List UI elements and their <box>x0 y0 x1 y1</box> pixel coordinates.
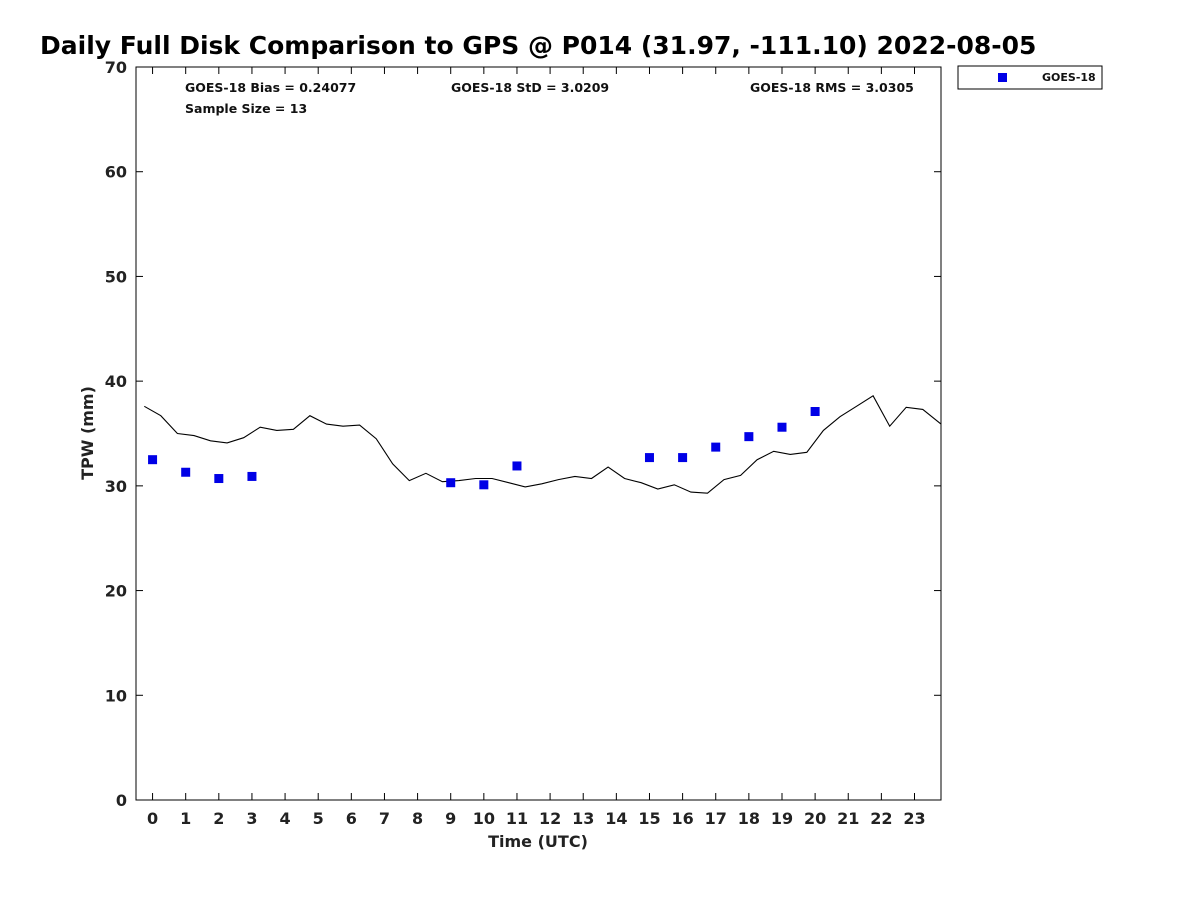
chart-title: Daily Full Disk Comparison to GPS @ P014… <box>40 31 1036 60</box>
goes18-point <box>214 474 224 484</box>
x-tick-label: 14 <box>605 809 627 828</box>
y-tick-label: 20 <box>105 582 127 601</box>
x-tick-label: 11 <box>506 809 528 828</box>
x-tick-label: 19 <box>771 809 793 828</box>
x-tick-label: 2 <box>213 809 224 828</box>
goes18-point <box>744 432 754 442</box>
y-tick-label: 70 <box>105 58 127 77</box>
x-tick-label: 4 <box>280 809 291 828</box>
x-tick-label: 17 <box>705 809 727 828</box>
stat-std: GOES-18 StD = 3.0209 <box>451 80 609 95</box>
x-tick-label: 0 <box>147 809 158 828</box>
x-tick-label: 22 <box>870 809 892 828</box>
goes18-point <box>810 407 820 417</box>
x-tick-label: 18 <box>738 809 760 828</box>
x-tick-label: 9 <box>445 809 456 828</box>
x-tick-label: 5 <box>313 809 324 828</box>
x-axis: 0 1 2 3 4 5 6 7 8 9 10 11 12 13 14 15 16 17 18 19 20 21 22 23 <box>147 67 926 828</box>
gps-series <box>144 395 942 494</box>
goes18-point <box>247 471 257 481</box>
x-tick-label: 3 <box>246 809 257 828</box>
y-tick-label: 10 <box>105 686 127 705</box>
x-tick-label: 10 <box>473 809 495 828</box>
goes18-point <box>644 453 654 463</box>
goes18-series <box>148 407 820 490</box>
y-tick-label: 60 <box>105 163 127 182</box>
goes18-point <box>512 461 522 471</box>
x-tick-label: 20 <box>804 809 826 828</box>
x-tick-label: 12 <box>539 809 561 828</box>
goes18-point <box>446 478 456 488</box>
x-tick-label: 23 <box>903 809 925 828</box>
x-tick-label: 7 <box>379 809 390 828</box>
goes18-point <box>711 442 721 452</box>
plot-frame <box>135 66 942 801</box>
stat-bias: GOES-18 Bias = 0.24077 <box>185 80 356 95</box>
x-tick-label: 13 <box>572 809 594 828</box>
x-tick-label: 16 <box>671 809 693 828</box>
gps-line <box>144 395 942 494</box>
x-tick-label: 15 <box>638 809 660 828</box>
x-axis-label: Time (UTC) <box>488 832 588 851</box>
stat-rms: GOES-18 RMS = 3.0305 <box>750 80 914 95</box>
goes18-point <box>479 480 489 490</box>
y-tick-label: 30 <box>105 477 127 496</box>
y-axis: 0 10 20 30 40 50 60 70 <box>105 58 941 810</box>
x-tick-label: 1 <box>180 809 191 828</box>
y-axis-label: TPW (mm) <box>78 386 97 480</box>
goes18-point <box>678 453 688 463</box>
x-tick-label: 8 <box>412 809 423 828</box>
goes18-point <box>181 467 191 477</box>
goes18-point <box>148 455 158 465</box>
stat-sample-size: Sample Size = 13 <box>185 101 307 116</box>
y-tick-label: 40 <box>105 372 127 391</box>
goes18-point <box>777 422 787 432</box>
legend-label: GOES-18 <box>1042 71 1096 84</box>
legend-marker <box>998 73 1007 82</box>
legend-box <box>957 65 1103 90</box>
x-tick-label: 21 <box>837 809 859 828</box>
y-tick-label: 0 <box>116 791 127 810</box>
y-tick-label: 50 <box>105 267 127 286</box>
x-tick-label: 6 <box>346 809 357 828</box>
legend: GOES-18 <box>957 65 1103 90</box>
